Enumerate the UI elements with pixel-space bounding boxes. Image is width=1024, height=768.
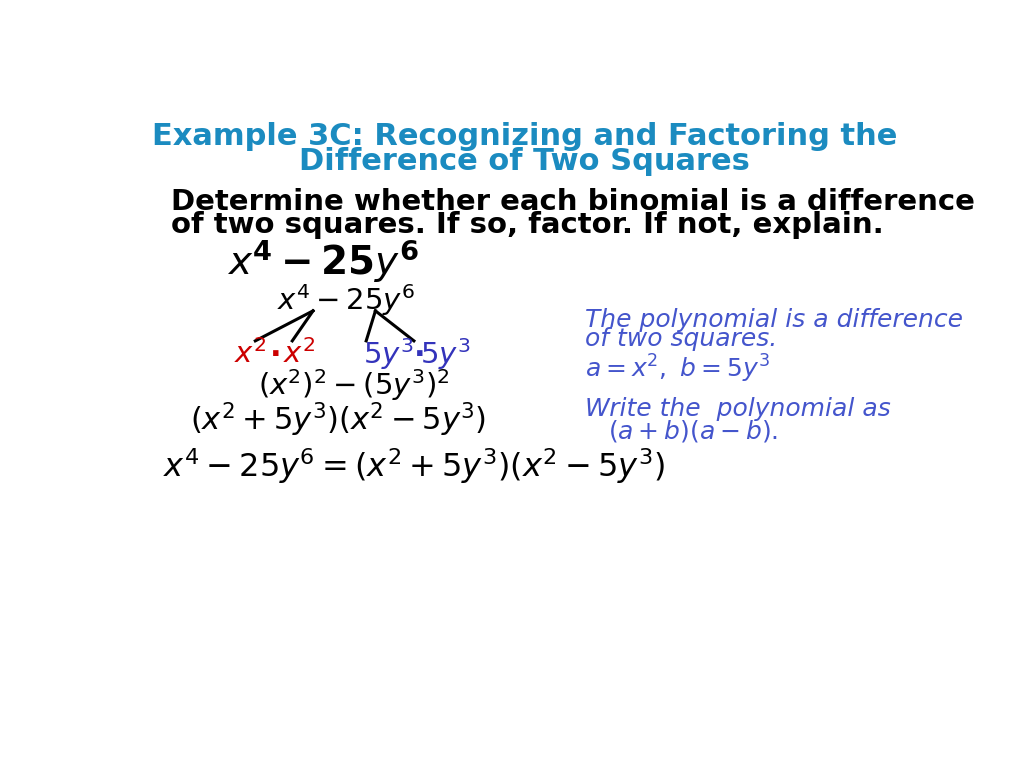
Text: $5y^3$: $5y^3$ [362,336,413,372]
Text: of two squares. If so, factor. If not, explain.: of two squares. If so, factor. If not, e… [171,211,884,240]
Text: $5y^3$: $5y^3$ [420,336,470,372]
Text: Example 3C: Recognizing and Factoring the: Example 3C: Recognizing and Factoring th… [153,122,897,151]
Text: $x^4 - 25y^6 = (x^2 + 5y^3)(x^2 - 5y^3)$: $x^4 - 25y^6 = (x^2 + 5y^3)(x^2 - 5y^3)$ [163,446,665,486]
Text: Determine whether each binomial is a difference: Determine whether each binomial is a dif… [171,187,975,216]
Text: of two squares.: of two squares. [585,326,777,350]
Text: $\mathbf{\cdot}$: $\mathbf{\cdot}$ [269,339,280,369]
Text: Write the  polynomial as: Write the polynomial as [585,397,891,422]
Text: $x^2$: $x^2$ [283,339,315,369]
Text: $(x^2)^2 - (5y^3)^2$: $(x^2)^2 - (5y^3)^2$ [258,367,450,402]
Text: $x^4 - 25y^6$: $x^4 - 25y^6$ [278,282,415,318]
Text: $\mathbf{\mathit{x}^4 - 25\mathit{y}^6}$: $\mathbf{\mathit{x}^4 - 25\mathit{y}^6}$ [227,238,419,286]
Text: Difference of Two Squares: Difference of Two Squares [299,147,751,176]
Text: $(x^2 + 5y^3)(x^2 - 5y^3)$: $(x^2 + 5y^3)(x^2 - 5y^3)$ [190,401,486,439]
Text: $(a + b)(a - b).$: $(a + b)(a - b).$ [608,418,778,444]
Text: $\mathbf{\cdot}$: $\mathbf{\cdot}$ [414,339,424,369]
Text: $a = x^2,\ b = 5y^3$: $a = x^2,\ b = 5y^3$ [585,353,770,386]
Text: The polynomial is a difference: The polynomial is a difference [585,308,963,332]
Text: $x^2$: $x^2$ [233,339,266,369]
